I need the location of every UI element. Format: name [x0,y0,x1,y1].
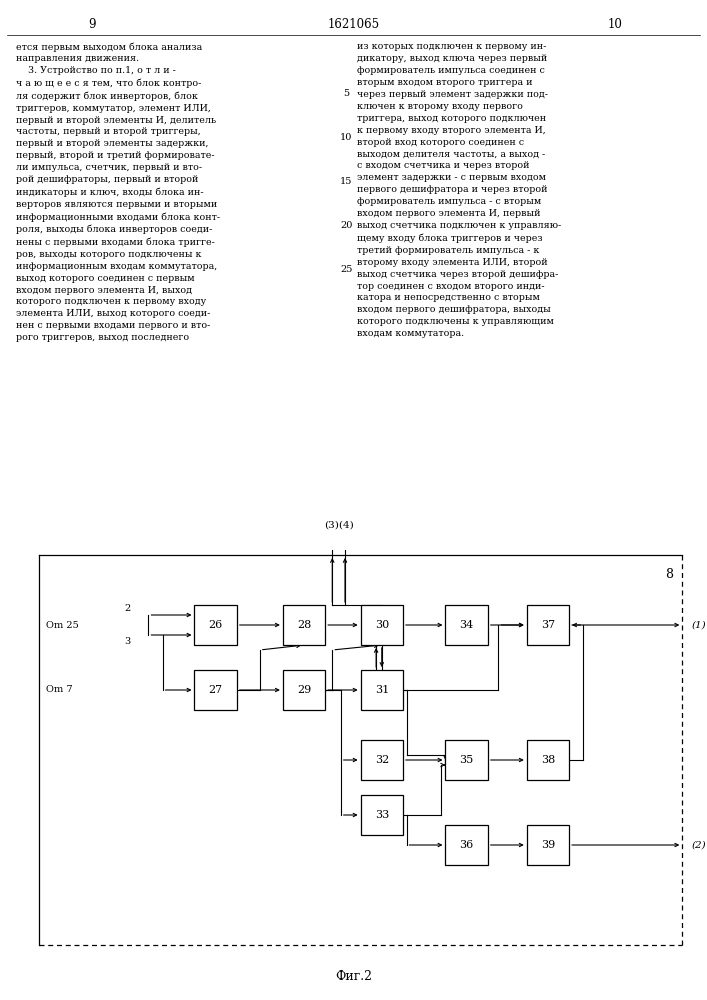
Text: Оm 25: Оm 25 [46,620,78,630]
Bar [361,740,403,780]
Bar [527,825,569,865]
Text: 15: 15 [340,178,353,186]
Text: 30: 30 [375,620,389,630]
Bar [361,670,403,710]
Bar [445,605,488,645]
Text: Оm 7: Оm 7 [46,686,73,694]
Bar [194,670,237,710]
Bar [361,795,403,835]
Text: 27: 27 [209,685,223,695]
Text: (3)(4): (3)(4) [324,521,354,530]
Text: 10: 10 [607,18,623,31]
Text: 25: 25 [340,265,353,274]
Text: 38: 38 [541,755,555,765]
Text: 39: 39 [541,840,555,850]
Bar [194,605,237,645]
Text: Фиг.2: Фиг.2 [335,970,372,983]
Text: 36: 36 [460,840,474,850]
Text: 34: 34 [460,620,474,630]
Text: 26: 26 [209,620,223,630]
Bar [527,605,569,645]
Text: 29: 29 [297,685,311,695]
Text: 9: 9 [88,18,95,31]
Text: 5: 5 [344,90,349,99]
Bar [445,825,488,865]
Text: 37: 37 [541,620,555,630]
Text: (2): (2) [691,840,706,850]
Text: 20: 20 [340,222,353,231]
Text: 28: 28 [297,620,311,630]
Text: (1): (1) [691,620,706,630]
Text: 8: 8 [665,568,674,582]
Bar [445,740,488,780]
Bar [283,605,325,645]
Text: 33: 33 [375,810,389,820]
Text: 35: 35 [460,755,474,765]
Text: 2: 2 [124,604,130,613]
Bar [283,670,325,710]
Bar [527,740,569,780]
Bar [361,605,403,645]
Text: 1621065: 1621065 [327,18,380,31]
Text: 32: 32 [375,755,389,765]
Text: 10: 10 [340,133,353,142]
Text: 3: 3 [124,637,130,646]
Text: ется первым выходом блока анализа
направления движения.
    3. Устройство по п.1: ется первым выходом блока анализа направ… [16,42,220,342]
Text: из которых подключен к первому ин-
дикатору, выход ключа через первый
формироват: из которых подключен к первому ин- дикат… [357,42,561,338]
Text: 31: 31 [375,685,389,695]
